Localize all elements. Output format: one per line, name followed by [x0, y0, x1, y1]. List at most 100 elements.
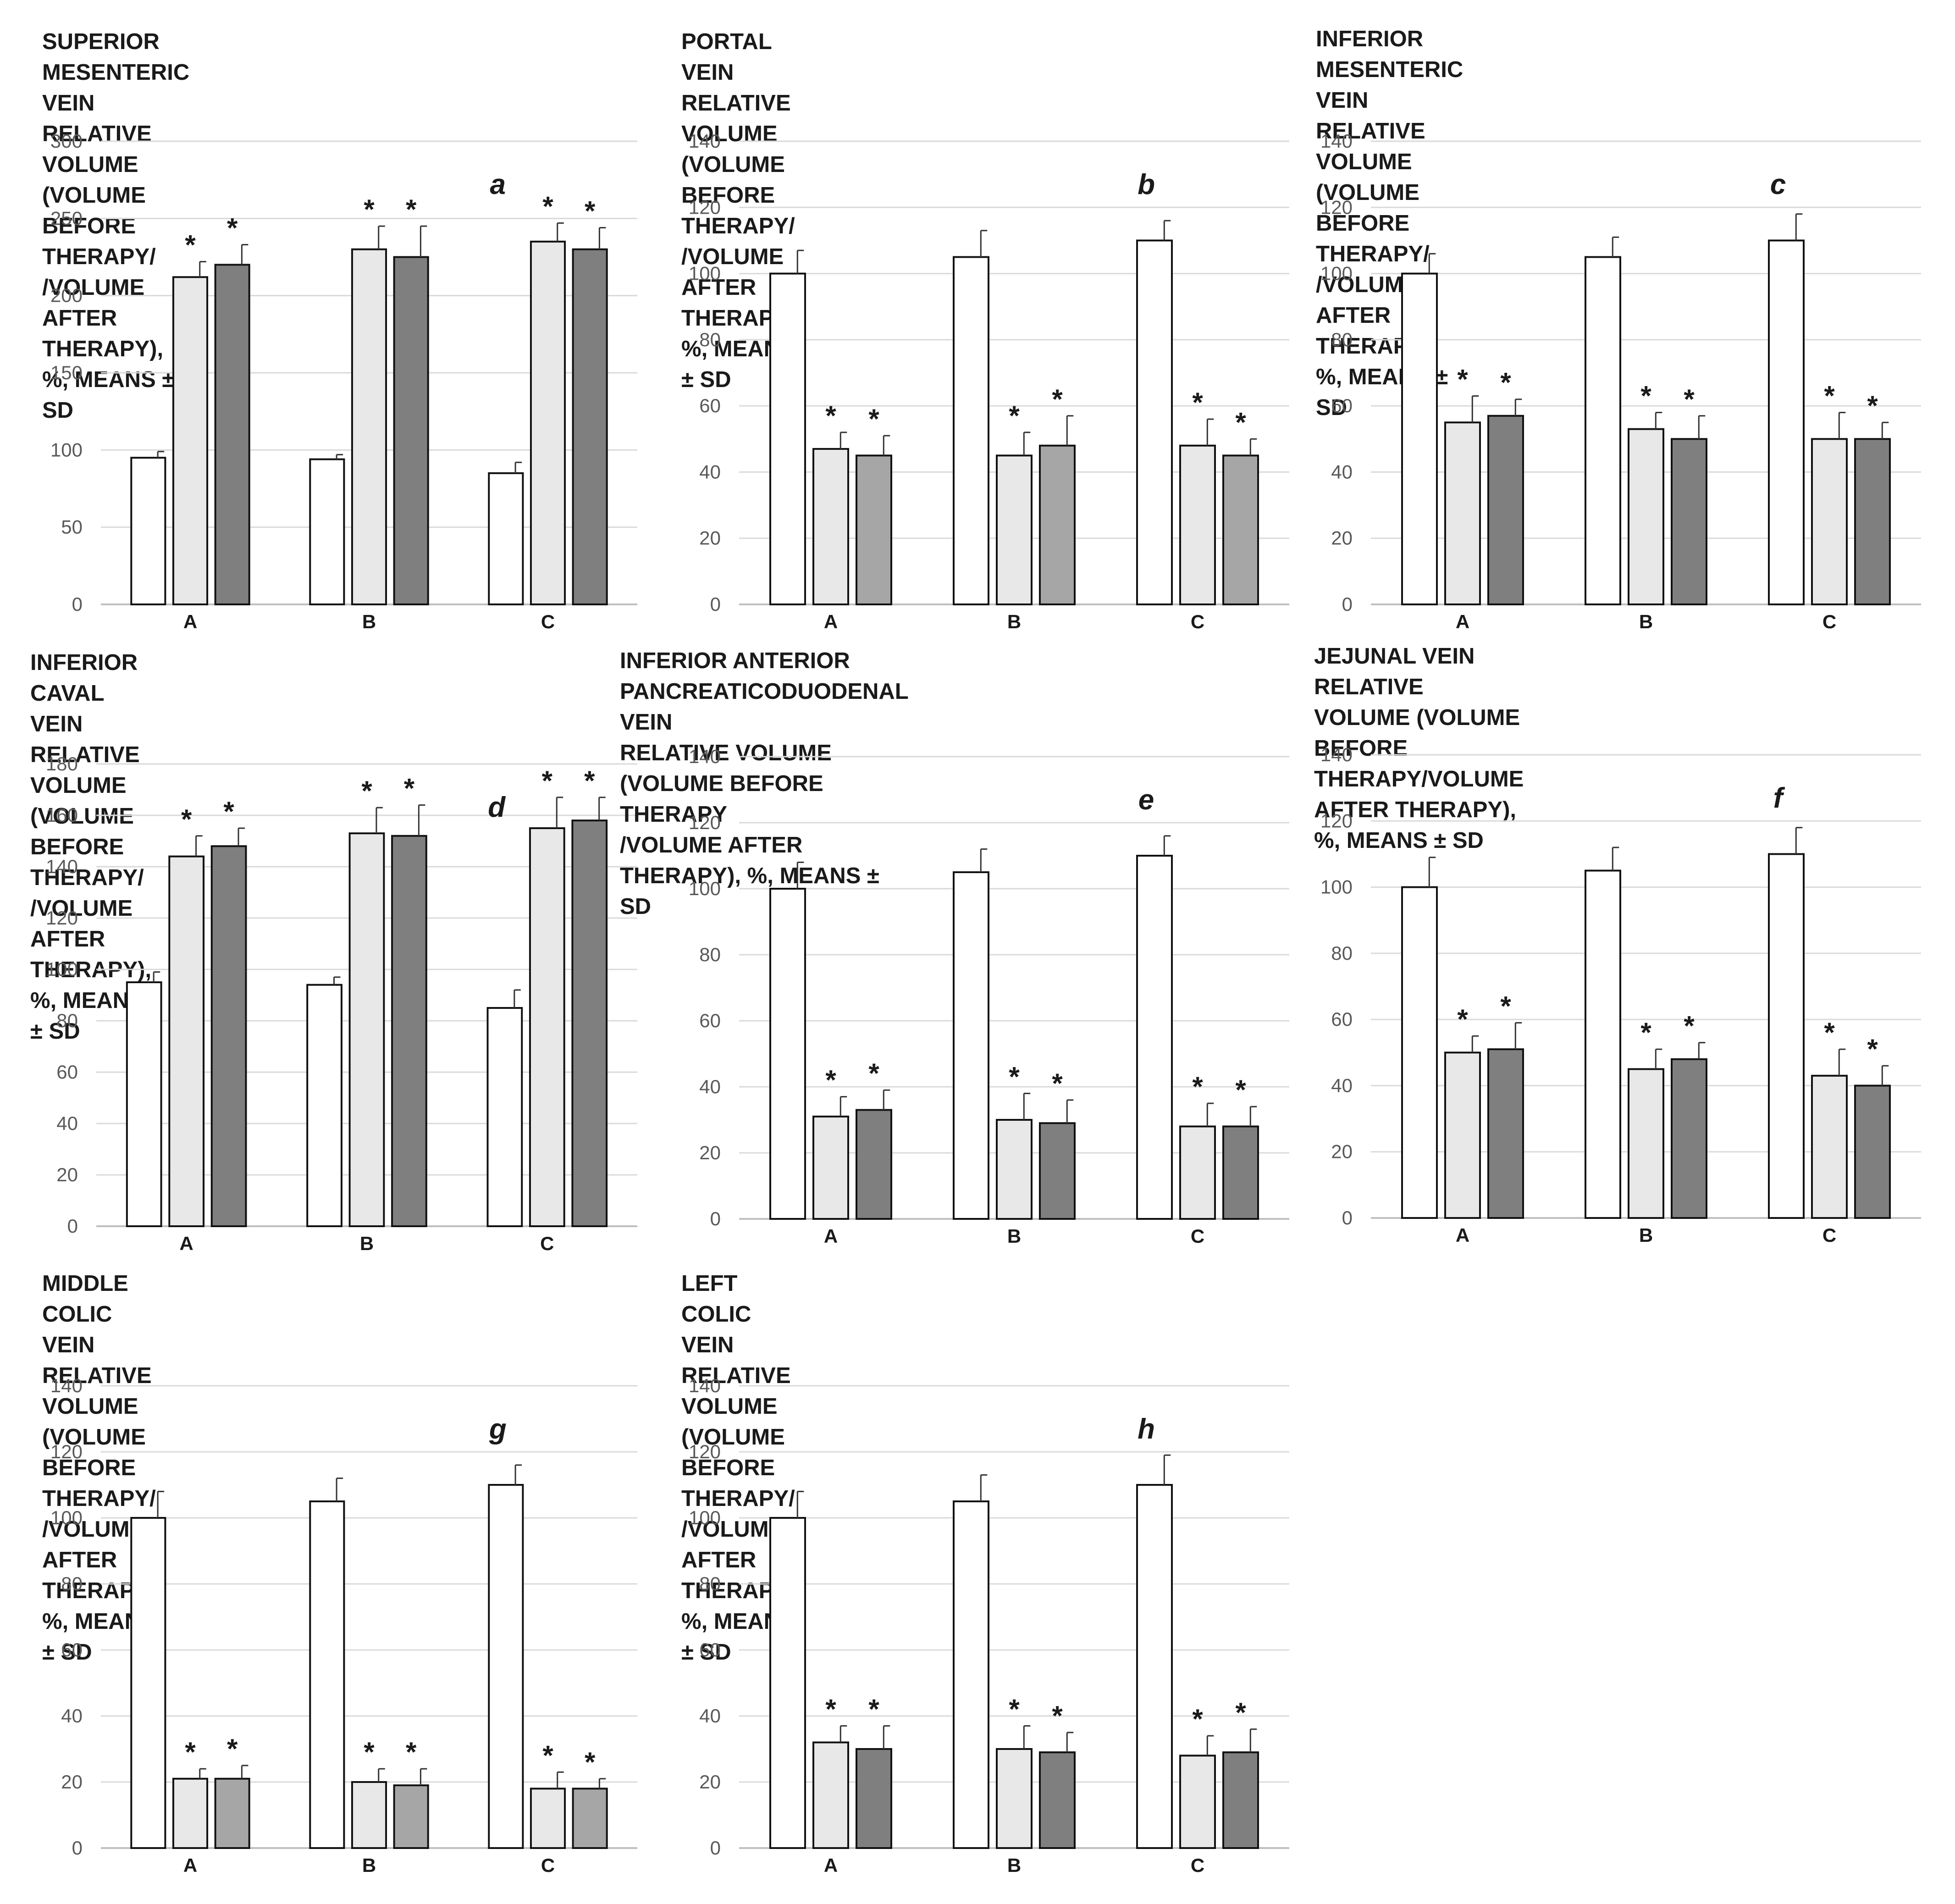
chart-e-ytick-1: 20: [699, 1142, 721, 1163]
chart-a-xtick-B: B: [362, 611, 376, 632]
chart-f-sig-marker-B-1: *: [1640, 1017, 1651, 1048]
chart-b-ytick-0: 0: [710, 593, 721, 615]
chart-c-bar-B-0: [1585, 256, 1621, 605]
chart-h-sig-marker-B-1: *: [1009, 1694, 1020, 1725]
chart-f-sig-marker-C-2: *: [1867, 1034, 1878, 1064]
chart-f-bar-A-1: [1444, 1052, 1481, 1219]
chart-e-sig-marker-B-2: *: [1052, 1068, 1063, 1099]
chart-a-bar-A-2: [214, 264, 250, 605]
chart-g-bar-C-1: [530, 1788, 566, 1849]
chart-b-bar-B-1: [996, 454, 1033, 605]
chart-g-xtick-B: B: [362, 1854, 376, 1876]
chart-h-bar-B-0: [953, 1500, 989, 1849]
chart-g-bar-C-0: [488, 1484, 524, 1849]
chart-e-ytick-4: 80: [699, 944, 721, 965]
chart-g-bar-C-2: [572, 1788, 608, 1849]
chart-f-ytick-2: 40: [1331, 1074, 1353, 1096]
chart-b-sig-marker-B-1: *: [1009, 400, 1020, 431]
chart-f-bar-A-0: [1401, 886, 1438, 1219]
chart-c-bar-B-2: [1671, 438, 1707, 605]
chart-d-xtick-B: B: [360, 1233, 374, 1254]
chart-b-bar-A-2: [856, 454, 892, 605]
chart-title-b: PORTAL VEIN RELATIVE VOLUME (VOLUME BEFO…: [681, 29, 803, 392]
chart-c-sig-marker-C-1: *: [1824, 381, 1835, 411]
chart-d-xtick-A: A: [179, 1233, 193, 1254]
chart-g-bar-B-1: [351, 1781, 387, 1849]
chart-a-bar-B-2: [393, 256, 429, 605]
chart-f-sig-marker-B-2: *: [1684, 1011, 1695, 1041]
chart-e-bar-C-1: [1179, 1125, 1216, 1220]
chart-b-sig-marker-C-2: *: [1235, 407, 1246, 437]
chart-e-sig-marker-C-2: *: [1235, 1074, 1246, 1105]
chart-e-bar-A-0: [769, 888, 806, 1220]
chart-f-bar-C-1: [1811, 1074, 1848, 1219]
chart-c-panel-letter: c: [1770, 169, 1786, 200]
chart-g-xtick-A: A: [183, 1854, 197, 1876]
chart-a-sig-marker-B-1: *: [364, 194, 375, 225]
chart-d-sig-marker-A-2: *: [223, 796, 234, 827]
chart-b-ytick-3: 60: [699, 395, 721, 416]
chart-d-ytick-1: 20: [56, 1164, 78, 1185]
chart-e-ytick-2: 40: [699, 1076, 721, 1097]
chart-g-sig-marker-C-1: *: [542, 1740, 553, 1771]
chart-d-sig-marker-C-2: *: [584, 765, 595, 796]
chart-g-sig-marker-C-2: *: [585, 1747, 596, 1777]
chart-b-xtick-C: C: [1191, 611, 1204, 632]
chart-a-sig-marker-A-2: *: [227, 213, 238, 244]
chart-title-h: LEFT COLIC VEIN RELATIVE VOLUME (VOLUME …: [681, 1271, 803, 1665]
chart-b-bar-A-1: [812, 448, 849, 606]
chart-c-bar-A-2: [1487, 415, 1524, 605]
chart-c-sig-marker-A-2: *: [1500, 367, 1511, 398]
chart-h-bar-C-1: [1179, 1755, 1216, 1849]
chart-a-xtick-C: C: [541, 611, 555, 632]
chart-c-bar-A-1: [1444, 421, 1481, 605]
chart-h-sig-marker-A-1: *: [825, 1694, 836, 1725]
chart-d-bar-A-1: [168, 855, 205, 1227]
chart-h-ytick-1: 20: [699, 1771, 721, 1793]
chart-f-ytick-5: 100: [1320, 876, 1353, 898]
chart-e-bar-B-2: [1039, 1122, 1076, 1220]
chart-c-sig-marker-B-2: *: [1684, 384, 1695, 415]
chart-c-ytick-0: 0: [1342, 593, 1353, 615]
chart-a-bar-A-0: [130, 457, 166, 606]
chart-title-g: MIDDLE COLIC VEIN RELATIVE VOLUME (VOLUM…: [42, 1271, 164, 1665]
chart-f-bar-A-2: [1487, 1048, 1524, 1219]
chart-d-panel-letter: d: [488, 791, 506, 823]
chart-b-ytick-2: 40: [699, 461, 721, 482]
chart-a-xtick-A: A: [183, 611, 197, 632]
chart-b-sig-marker-A-1: *: [825, 400, 836, 431]
chart-h-ytick-2: 40: [699, 1705, 721, 1727]
chart-e-bar-A-1: [812, 1115, 849, 1220]
chart-e-sig-marker-A-2: *: [868, 1058, 879, 1089]
chart-h-bar-C-2: [1222, 1751, 1259, 1849]
chart-b-xtick-A: A: [824, 611, 838, 632]
chart-d-bar-A-2: [210, 845, 247, 1227]
chart-d-ytick-3: 60: [56, 1061, 78, 1083]
chart-a-ytick-0: 0: [72, 593, 83, 615]
chart-b-sig-marker-C-1: *: [1192, 387, 1203, 418]
chart-a-bar-C-2: [572, 248, 608, 605]
chart-h-xtick-C: C: [1191, 1854, 1204, 1876]
chart-g-sig-marker-A-2: *: [227, 1733, 238, 1764]
chart-h-panel-letter: h: [1138, 1413, 1155, 1445]
chart-h-bar-A-1: [812, 1741, 849, 1849]
chart-c-xtick-B: B: [1639, 611, 1653, 632]
chart-e-sig-marker-B-1: *: [1009, 1061, 1020, 1092]
chart-title-a: SUPERIOR MESENTERIC VEIN RELATIVE VOLUME…: [42, 29, 190, 423]
chart-c-bar-C-1: [1811, 438, 1848, 605]
chart-f-bar-C-0: [1768, 853, 1805, 1219]
chart-g-panel-letter: g: [489, 1413, 507, 1445]
chart-c-sig-marker-C-2: *: [1867, 390, 1878, 421]
chart-d-bar-C-1: [529, 827, 565, 1227]
chart-g-sig-marker-B-2: *: [406, 1737, 417, 1767]
chart-g-ytick-2: 40: [61, 1705, 83, 1727]
chart-c-bar-C-0: [1768, 239, 1805, 605]
chart-e-xtick-A: A: [824, 1225, 838, 1247]
chart-e-xtick-C: C: [1191, 1225, 1204, 1247]
chart-c-sig-marker-B-1: *: [1640, 381, 1651, 411]
chart-c-xtick-C: C: [1822, 611, 1836, 632]
chart-d-bar-B-1: [348, 832, 385, 1227]
chart-f-sig-marker-C-1: *: [1824, 1017, 1835, 1048]
chart-d-bar-C-2: [571, 819, 608, 1227]
